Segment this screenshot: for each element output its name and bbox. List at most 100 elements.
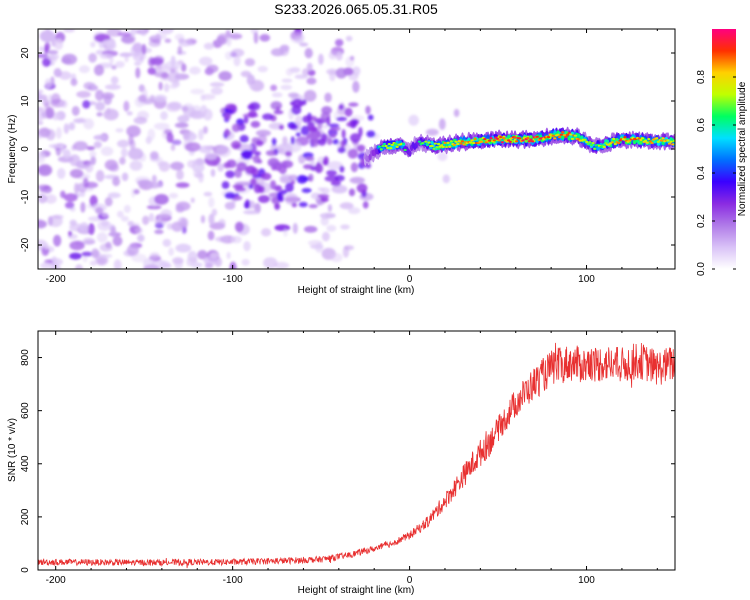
signal-cell bbox=[430, 144, 434, 148]
noise-blob bbox=[47, 50, 59, 55]
signal-cell bbox=[508, 140, 512, 143]
noise-blob bbox=[159, 213, 172, 222]
signal-cell bbox=[623, 136, 627, 139]
signal-cell bbox=[394, 142, 398, 145]
noise-blob bbox=[310, 192, 322, 200]
signal-cell bbox=[564, 135, 568, 138]
transition-blob bbox=[340, 139, 346, 148]
noise-blob bbox=[271, 92, 283, 98]
noise-blob bbox=[149, 252, 160, 259]
noise-blob bbox=[120, 147, 128, 158]
y-tick-label: 10 bbox=[20, 95, 31, 107]
noise-blob bbox=[127, 222, 141, 227]
transition-blob bbox=[265, 150, 277, 156]
noise-blob bbox=[133, 116, 148, 125]
noise-blob bbox=[115, 128, 124, 133]
noise-blob bbox=[349, 176, 365, 184]
signal-cell bbox=[666, 139, 670, 142]
transition-blob bbox=[350, 162, 359, 173]
noise-blob bbox=[90, 82, 96, 91]
x-tick-label: -100 bbox=[223, 274, 243, 285]
noise-blob bbox=[81, 251, 93, 257]
transition-blob bbox=[243, 116, 249, 124]
signal-cell bbox=[565, 133, 570, 136]
colorbar-tick-label: 0.2 bbox=[696, 214, 707, 228]
transition-blob bbox=[290, 136, 295, 145]
signal-cell bbox=[390, 143, 395, 146]
noise-blob bbox=[128, 147, 144, 160]
signal-cell bbox=[507, 134, 511, 139]
transition-blob bbox=[290, 180, 296, 185]
y-tick-label: 0 bbox=[20, 146, 31, 152]
colorbar-tick-label: 0.0 bbox=[696, 262, 707, 276]
noise-blob bbox=[178, 39, 193, 47]
noise-blob bbox=[95, 101, 106, 112]
noise-blob bbox=[331, 184, 348, 194]
signal-cell bbox=[443, 141, 447, 144]
noise-blob bbox=[60, 100, 68, 109]
noise-blob bbox=[208, 213, 215, 225]
noise-blob bbox=[90, 41, 96, 48]
transition-blob bbox=[247, 104, 256, 110]
signal-cell bbox=[515, 140, 519, 143]
signal-cell bbox=[457, 140, 461, 143]
transition-blob bbox=[278, 164, 287, 175]
transition-blob bbox=[224, 129, 231, 137]
figure-title: S233.2026.065.05.31.R05 bbox=[274, 1, 438, 17]
signal-cell bbox=[389, 147, 393, 150]
noise-blob bbox=[114, 60, 125, 68]
transition-blob bbox=[323, 156, 329, 166]
noise-blob bbox=[260, 228, 272, 237]
noise-blob bbox=[99, 243, 113, 252]
transition-blob bbox=[254, 151, 261, 156]
noise-blob bbox=[99, 253, 113, 259]
signal-cell bbox=[384, 144, 388, 148]
noise-blob bbox=[50, 93, 61, 105]
noise-blob bbox=[63, 193, 78, 202]
noise-blob bbox=[116, 139, 130, 148]
signal-cell bbox=[616, 141, 621, 145]
noise-blob bbox=[147, 67, 157, 75]
noise-blob bbox=[141, 43, 147, 55]
noise-blob bbox=[180, 63, 187, 72]
noise-blob bbox=[164, 38, 172, 43]
snr-background bbox=[38, 331, 675, 570]
noise-blob bbox=[69, 240, 85, 251]
noise-blob bbox=[165, 60, 181, 70]
noise-blob bbox=[288, 92, 299, 98]
noise-blob bbox=[226, 35, 232, 47]
noise-blob bbox=[129, 139, 136, 150]
snr-y-ticks: 0 200 400 600 800 bbox=[20, 349, 675, 573]
noise-blob bbox=[45, 106, 55, 119]
signal-cell bbox=[569, 133, 573, 136]
noise-blob bbox=[104, 84, 121, 90]
noise-blob bbox=[408, 114, 419, 126]
noise-blob bbox=[171, 221, 184, 232]
noise-blob bbox=[330, 252, 343, 263]
signal-cell bbox=[644, 139, 648, 143]
noise-blob bbox=[210, 87, 223, 95]
signal-cell bbox=[470, 139, 474, 142]
noise-blob bbox=[295, 115, 303, 126]
signal-cell bbox=[435, 146, 439, 149]
noise-blob bbox=[324, 92, 332, 103]
noise-blob bbox=[158, 161, 168, 168]
noise-blob bbox=[110, 226, 117, 238]
signal-cell bbox=[408, 150, 412, 157]
transition-blob bbox=[339, 165, 345, 173]
snr-frame bbox=[37, 330, 676, 571]
noise-blob bbox=[327, 204, 333, 212]
noise-blob bbox=[44, 78, 52, 89]
noise-blob bbox=[38, 164, 53, 177]
noise-blob bbox=[345, 35, 353, 42]
signal-cell bbox=[454, 140, 458, 143]
noise-blob bbox=[63, 29, 75, 33]
signal-cell bbox=[526, 137, 530, 140]
transition-blob bbox=[248, 183, 254, 190]
signal-cell bbox=[655, 137, 659, 140]
transition-blob bbox=[230, 140, 242, 150]
noise-blob bbox=[202, 126, 208, 134]
noise-blob bbox=[154, 229, 164, 235]
transition-blob bbox=[234, 187, 247, 192]
signal-cell bbox=[570, 137, 574, 140]
